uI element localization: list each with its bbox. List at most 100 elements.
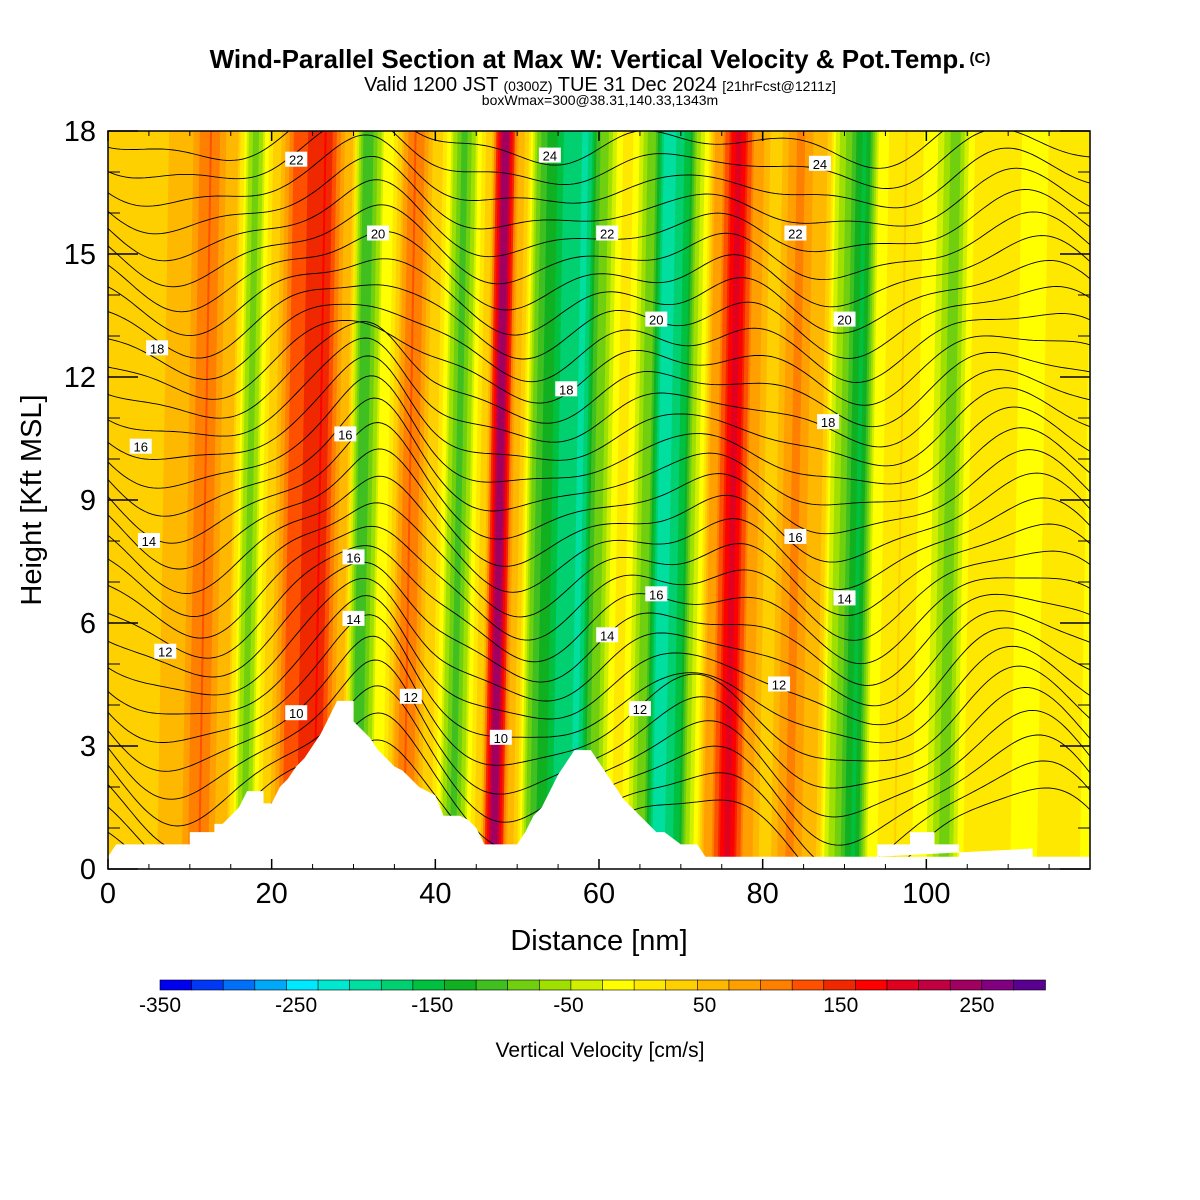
velocity-cell [165, 131, 180, 869]
contour-label: 18 [150, 341, 164, 356]
velocity-cell [408, 131, 424, 869]
velocity-cell [805, 131, 821, 869]
velocity-cell [584, 131, 600, 869]
velocity-cell [864, 131, 880, 869]
velocity-cell [382, 131, 397, 869]
theta-contour-line [108, 577, 1090, 707]
velocity-cell [760, 131, 776, 869]
velocity-cell [799, 131, 815, 869]
contour-label-box [833, 311, 856, 327]
colorbar-swatch [444, 979, 477, 991]
velocity-cell [177, 131, 193, 869]
velocity-cell [858, 131, 874, 869]
velocity-cell [380, 131, 395, 869]
velocity-cell [738, 131, 753, 869]
colorbar-swatch [697, 979, 730, 991]
contour-label: 10 [289, 706, 303, 721]
velocity-cell [603, 131, 618, 869]
velocity-cell [255, 131, 270, 869]
contour-label-box [817, 414, 840, 430]
contour-label: 12 [404, 690, 418, 705]
velocity-cell [236, 131, 252, 869]
velocity-cell [523, 131, 538, 869]
velocity-cell [343, 131, 358, 869]
velocity-cell [578, 131, 594, 869]
contour-label-box [137, 533, 160, 548]
velocity-cell [290, 131, 305, 869]
velocity-cell [611, 131, 626, 869]
velocity-cell [1020, 131, 1036, 869]
velocity-cell [537, 131, 553, 869]
velocity-cell [243, 131, 258, 869]
velocity-cell [195, 131, 211, 869]
velocity-cell [316, 131, 332, 869]
velocity-cell [365, 131, 381, 869]
velocity-cell [191, 131, 207, 869]
velocity-cell [934, 131, 950, 869]
velocity-cell [155, 131, 170, 869]
velocity-cell [228, 131, 244, 869]
velocity-cell [867, 131, 882, 869]
velocity-cell [466, 131, 481, 869]
velocity-cell [549, 131, 565, 869]
velocity-cell [621, 131, 637, 869]
velocity-cell [1106, 131, 1121, 869]
theta-contour-line [108, 545, 1090, 665]
velocity-cell [924, 131, 939, 869]
contour-label-box [342, 610, 365, 626]
velocity-cell [711, 131, 727, 869]
velocity-cell [938, 131, 954, 869]
copyright-mark: (C) [969, 50, 991, 67]
velocity-cell [531, 131, 547, 869]
box-info: boxWmax=300@38.31,140.33,1343m [481, 92, 719, 108]
velocity-cell [193, 131, 209, 869]
velocity-cell [801, 131, 817, 869]
velocity-cell [1002, 131, 1017, 869]
contour-label: 18 [559, 382, 573, 397]
velocity-cell [200, 131, 215, 869]
contour-label: 12 [633, 702, 647, 717]
velocity-cell [410, 131, 426, 869]
velocity-cell [304, 131, 320, 869]
colorbar-label: Vertical Velocity [cm/s] [496, 1039, 705, 1062]
velocity-cell [1110, 131, 1125, 869]
velocity-cell [533, 131, 549, 869]
x-tick-label: 0 [100, 878, 116, 910]
velocity-cell [394, 131, 410, 869]
velocity-cell [940, 131, 956, 869]
velocity-cell [478, 131, 493, 869]
velocity-cell [502, 131, 518, 869]
velocity-cell [386, 131, 401, 869]
velocity-cell [494, 131, 510, 869]
velocity-cell [376, 131, 391, 869]
terrain [108, 700, 1090, 869]
velocity-cell [269, 131, 285, 869]
velocity-cell [695, 131, 710, 869]
velocity-cell [1034, 131, 1050, 869]
theta-contour-line [108, 319, 1090, 406]
velocity-cell [596, 131, 612, 869]
velocity-cell [895, 131, 911, 869]
velocity-cell [570, 131, 586, 869]
velocity-cell [887, 131, 903, 869]
velocity-cell [414, 131, 430, 869]
velocity-cell [993, 131, 1009, 869]
velocity-cell [459, 131, 475, 869]
theta-contour-line [108, 204, 1090, 288]
y-tick-label: 0 [80, 854, 96, 886]
velocity-cell [721, 131, 737, 869]
velocity-cell [517, 131, 532, 869]
velocity-cell [1096, 131, 1111, 869]
y-tick-label: 12 [64, 362, 96, 394]
velocity-cell [142, 131, 158, 869]
velocity-cell [498, 131, 514, 869]
velocity-cell [797, 131, 813, 869]
velocity-cell [1104, 131, 1119, 869]
velocity-cell [819, 131, 835, 869]
valid-time: Valid 1200 JST [364, 74, 498, 96]
velocity-cell [470, 131, 485, 869]
colorbar-tick-label: 150 [823, 994, 858, 1017]
velocity-cell [1115, 131, 1130, 869]
velocity-cell [715, 131, 731, 869]
contour-label-box [399, 688, 422, 704]
